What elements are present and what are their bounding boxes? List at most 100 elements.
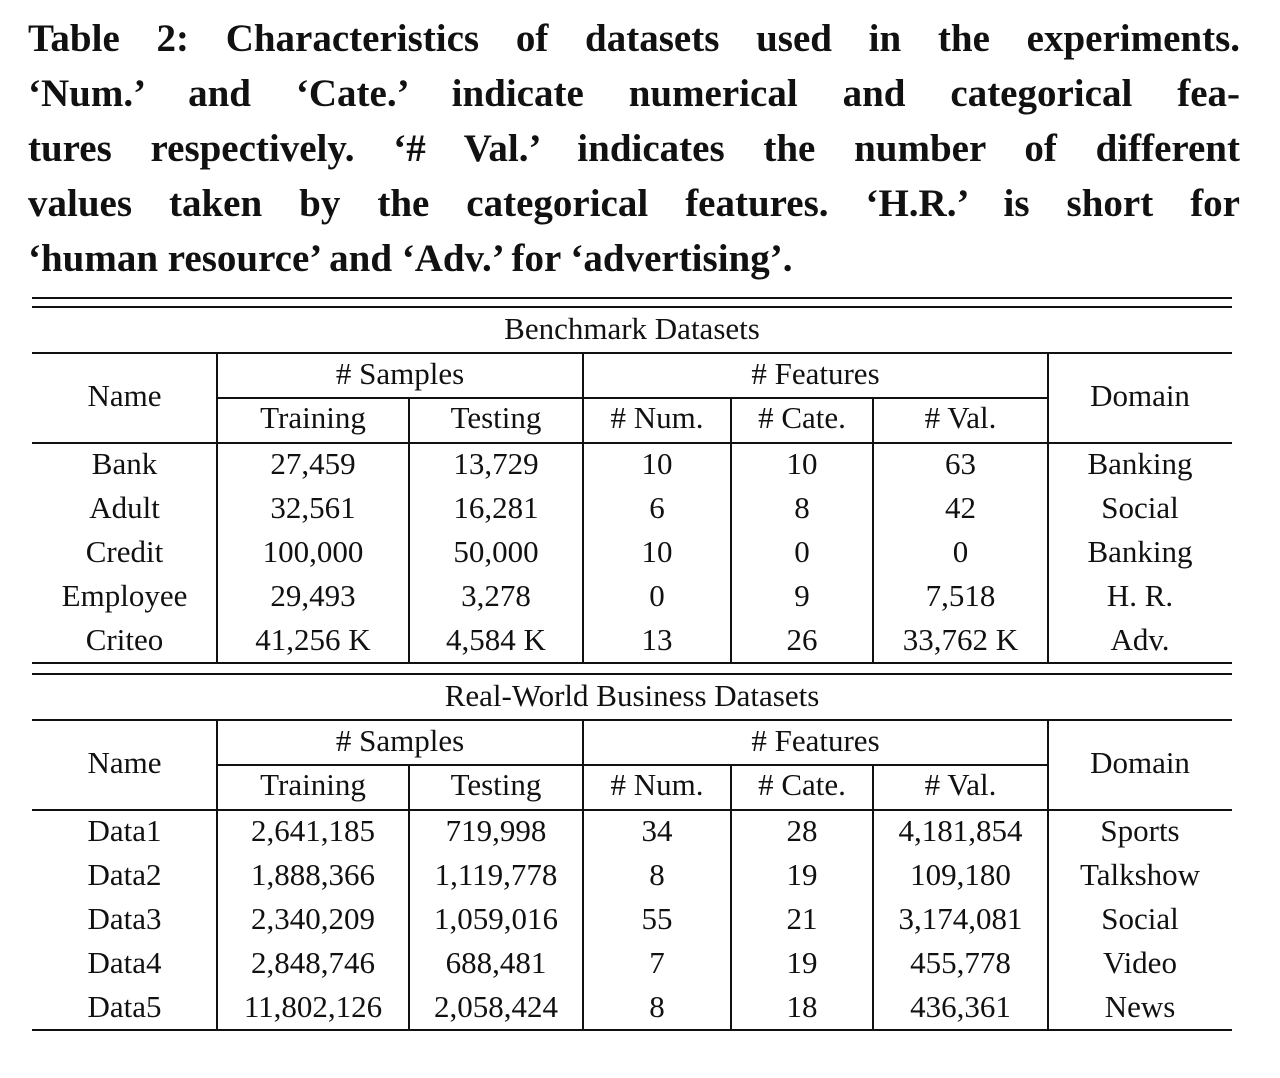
- table-cell: 2,058,424: [434, 989, 558, 1024]
- header-samples: # Samples: [335, 356, 465, 391]
- table-cell: 55: [641, 901, 673, 936]
- column-rule: [730, 765, 732, 1030]
- row-name: Employee: [61, 578, 188, 613]
- section-bottom-rule: [32, 662, 1232, 664]
- header-domain: Domain: [1090, 378, 1190, 413]
- table-cell: 6: [649, 490, 665, 525]
- table-cell: 2,340,209: [251, 901, 375, 936]
- row-name: Criteo: [85, 622, 164, 657]
- column-rule: [408, 398, 410, 663]
- table-cell: 21: [786, 901, 818, 936]
- table-cell: 27,459: [270, 446, 356, 481]
- header-cate: # Cate.: [758, 400, 846, 435]
- row-name: Adult: [89, 490, 160, 525]
- table-cell: 0: [649, 578, 665, 613]
- header-val: # Val.: [924, 400, 997, 435]
- header-testing: Testing: [450, 767, 542, 802]
- table-cell: 32,561: [270, 490, 356, 525]
- header-features: # Features: [751, 356, 880, 391]
- section-top-rule: [32, 306, 1232, 308]
- header-training: Training: [260, 767, 366, 802]
- section-title: Benchmark Datasets: [504, 311, 760, 346]
- table-cell: 10: [786, 446, 818, 481]
- table-cell: Banking: [1087, 534, 1193, 569]
- header-training: Training: [260, 400, 366, 435]
- row-name: Data5: [87, 989, 162, 1024]
- table-cell: 9: [794, 578, 810, 613]
- table-cell: Talkshow: [1079, 857, 1201, 892]
- subheader-rule: [217, 764, 1048, 766]
- table-cell: 63: [945, 446, 976, 481]
- header-samples: # Samples: [335, 723, 465, 758]
- section-top-rule: [32, 673, 1232, 675]
- header-val: # Val.: [924, 767, 997, 802]
- table-cell: 2,641,185: [251, 813, 375, 848]
- table-cell: Social: [1101, 490, 1179, 525]
- table-cell: Adv.: [1110, 622, 1170, 657]
- column-rule: [1047, 353, 1049, 663]
- table-cell: 0: [794, 534, 810, 569]
- table-cell: 50,000: [453, 534, 539, 569]
- caption-line: ‘Num.’ and ‘Cate.’ indicate numerical an…: [28, 72, 1240, 115]
- table-cell: H. R.: [1106, 578, 1174, 613]
- header-num: # Num.: [610, 400, 704, 435]
- table-cell: Video: [1103, 945, 1177, 980]
- column-rule: [216, 353, 218, 663]
- header-domain: Domain: [1090, 745, 1190, 780]
- table-cell: Sports: [1100, 813, 1180, 848]
- table-cell: 1,059,016: [434, 901, 558, 936]
- table-cell: 436,361: [910, 989, 1011, 1024]
- table-cell: News: [1104, 989, 1176, 1024]
- caption-line: tures respectively. ‘# Val.’ indicates t…: [28, 127, 1240, 170]
- section-title: Real-World Business Datasets: [444, 678, 820, 713]
- table-cell: 10: [641, 534, 673, 569]
- header-name: Name: [87, 378, 162, 413]
- header-cate: # Cate.: [758, 767, 846, 802]
- caption-line: ‘human resource’ and ‘Adv.’ for ‘adverti…: [28, 237, 793, 280]
- row-name: Data4: [87, 945, 162, 980]
- table-cell: 42: [945, 490, 976, 525]
- table-cell: 18: [786, 989, 818, 1024]
- table-cell: 8: [649, 857, 665, 892]
- column-rule: [1047, 720, 1049, 1030]
- table-cell: 3,278: [461, 578, 531, 613]
- table-cell: 719,998: [445, 813, 547, 848]
- table-cell: 13,729: [453, 446, 539, 481]
- table-cell: 4,584 K: [446, 622, 546, 657]
- column-rule: [582, 353, 584, 663]
- header-num: # Num.: [610, 767, 704, 802]
- table-cell: Banking: [1087, 446, 1193, 481]
- column-rule: [582, 720, 584, 1030]
- caption-line: Table 2: Characteristics of datasets use…: [28, 17, 1240, 60]
- table-cell: 19: [786, 945, 818, 980]
- table-cell: 688,481: [445, 945, 547, 980]
- row-name: Data3: [87, 901, 162, 936]
- table-cell: 34: [641, 813, 673, 848]
- row-name: Bank: [91, 446, 158, 481]
- row-name: Data2: [87, 857, 162, 892]
- table-cell: 41,256 K: [255, 622, 371, 657]
- table-cell: 7,518: [925, 578, 996, 613]
- table-cell: 455,778: [910, 945, 1011, 980]
- table-cell: 11,802,126: [243, 989, 383, 1024]
- table-cell: Social: [1101, 901, 1179, 936]
- top-rule: [32, 297, 1232, 299]
- table-cell: 1,119,778: [434, 857, 558, 892]
- header-features: # Features: [751, 723, 880, 758]
- column-rule: [872, 765, 874, 1030]
- table-cell: 10: [641, 446, 673, 481]
- section-bottom-rule: [32, 1029, 1232, 1031]
- table-cell: 1,888,366: [251, 857, 375, 892]
- table-cell: 8: [794, 490, 810, 525]
- row-name: Credit: [85, 534, 164, 569]
- table-cell: 3,174,081: [898, 901, 1023, 936]
- column-rule: [216, 720, 218, 1030]
- header-name: Name: [87, 745, 162, 780]
- table-cell: 13: [641, 622, 673, 657]
- table-cell: 0: [952, 534, 969, 569]
- table-cell: 2,848,746: [251, 945, 375, 980]
- table-cell: 19: [786, 857, 818, 892]
- table-cell: 28: [786, 813, 818, 848]
- table-cell: 109,180: [910, 857, 1011, 892]
- row-name: Data1: [87, 813, 162, 848]
